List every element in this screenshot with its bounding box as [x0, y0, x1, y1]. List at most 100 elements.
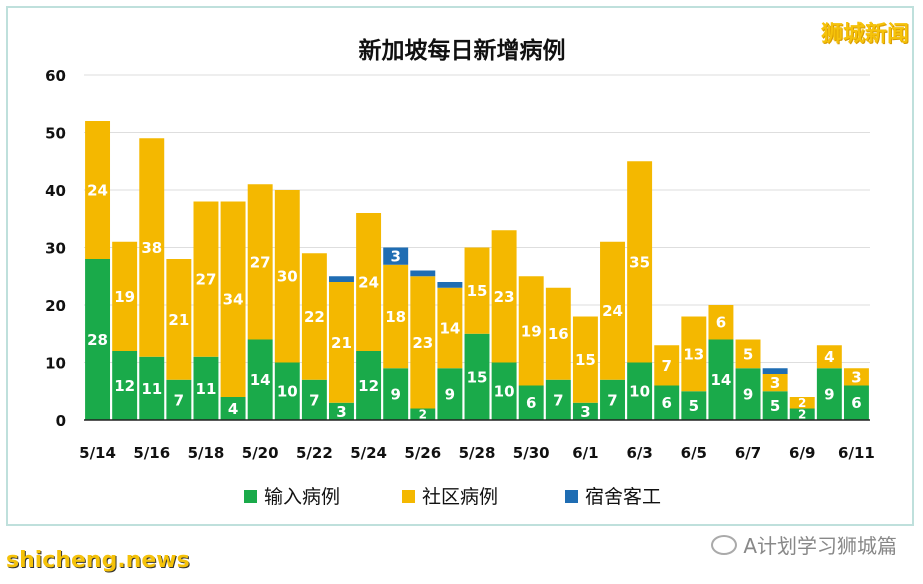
bar-segment	[193, 201, 219, 357]
bar-segment	[843, 368, 869, 386]
data-label: 5	[743, 345, 753, 363]
data-label: 3	[336, 403, 346, 421]
data-label: 6	[526, 394, 536, 412]
data-label: 19	[114, 288, 135, 306]
data-label: 10	[494, 383, 515, 401]
bar-segment	[112, 241, 138, 351]
data-label: 7	[607, 391, 617, 409]
data-label: 38	[141, 239, 162, 257]
data-label: 14	[439, 319, 460, 337]
bar-segment	[274, 362, 300, 420]
x-tick-label: 5/26	[404, 444, 441, 462]
bar-segment	[301, 253, 327, 380]
bar-segment	[220, 201, 246, 397]
bar-segment	[464, 247, 490, 334]
bar-segment	[762, 374, 788, 392]
data-label: 6	[716, 314, 726, 332]
x-tick-label: 6/9	[789, 444, 815, 462]
data-label: 24	[87, 181, 108, 199]
brand-watermark: 狮城新闻	[820, 22, 909, 47]
bar-segment	[600, 379, 625, 420]
bar-segment	[329, 276, 354, 282]
bar-segment	[166, 379, 192, 420]
bar-segment	[410, 276, 436, 409]
x-tick-label: 5/20	[242, 444, 279, 462]
footer-account-label: A计划学习狮城篇	[743, 534, 897, 558]
bar-segment	[383, 368, 409, 420]
data-label: 23	[412, 334, 433, 352]
bar-segment	[274, 190, 300, 363]
x-tick-label: 5/22	[296, 444, 333, 462]
footer-source: shicheng.news	[6, 548, 190, 573]
wechat-icon	[711, 534, 738, 555]
bar-segment	[247, 184, 273, 340]
y-tick-label: 60	[45, 67, 66, 85]
data-label: 5	[770, 397, 780, 415]
data-label: 3	[770, 374, 780, 392]
bar-segment	[464, 333, 490, 420]
bar-segment	[735, 368, 761, 420]
bar-segment	[572, 402, 598, 420]
x-tick-label: 6/3	[626, 444, 652, 462]
data-label: 24	[358, 273, 379, 291]
x-tick-label: 5/16	[133, 444, 170, 462]
data-label: 15	[575, 351, 596, 369]
bar-segment	[545, 287, 571, 380]
data-label: 3	[580, 403, 590, 421]
bar-segment	[708, 339, 734, 420]
bar-segment	[356, 351, 382, 420]
x-tick-label: 5/30	[513, 444, 550, 462]
data-label: 6	[851, 394, 861, 412]
data-label: 16	[548, 325, 569, 343]
bar-segment	[166, 259, 192, 380]
bar-segment	[627, 362, 653, 420]
bar-segment	[762, 368, 788, 374]
data-label: 9	[824, 386, 834, 404]
bar-segment	[843, 385, 869, 420]
y-tick-label: 0	[56, 412, 66, 430]
bar-segment	[193, 356, 219, 420]
data-label: 15	[467, 282, 488, 300]
bar-segment	[85, 121, 111, 259]
legend-entry: 宿舍客工	[585, 486, 661, 508]
bar-segment	[762, 391, 788, 420]
data-label: 13	[683, 345, 704, 363]
bar-segment	[572, 316, 598, 403]
x-tick-label: 6/7	[735, 444, 761, 462]
x-tick-label: 5/14	[79, 444, 116, 462]
bar-segment	[301, 379, 327, 420]
data-label: 18	[385, 308, 406, 326]
bar-segment	[789, 397, 815, 409]
x-tick-label: 6/1	[572, 444, 598, 462]
data-label: 7	[662, 357, 672, 375]
bar-segment	[708, 305, 734, 340]
data-label: 34	[223, 291, 244, 309]
bar-segment	[789, 408, 815, 420]
data-label: 23	[494, 288, 515, 306]
data-label: 4	[228, 400, 238, 418]
data-label: 22	[304, 308, 325, 326]
data-label: 12	[358, 377, 379, 395]
y-tick-label: 30	[45, 240, 66, 258]
bar-segment	[329, 282, 354, 403]
data-label: 12	[114, 377, 135, 395]
y-tick-label: 40	[45, 182, 66, 200]
legend-swatch	[565, 490, 578, 503]
data-label: 2	[798, 408, 806, 422]
x-tick-label: 5/28	[459, 444, 496, 462]
data-label: 3	[851, 368, 861, 386]
data-label: 27	[250, 253, 271, 271]
data-label: 30	[277, 268, 298, 286]
bar-segment	[816, 368, 842, 420]
data-label: 3	[390, 248, 400, 266]
data-label: 11	[196, 380, 217, 398]
data-label: 15	[467, 368, 488, 386]
bar-segment	[410, 270, 436, 277]
footer-account: A计划学习狮城篇	[711, 530, 897, 559]
bar-segment	[545, 379, 571, 420]
bar-segment	[247, 339, 273, 420]
bar-segment	[139, 356, 165, 420]
data-label: 21	[168, 311, 189, 329]
data-label: 14	[250, 371, 271, 389]
data-label: 14	[710, 371, 731, 389]
